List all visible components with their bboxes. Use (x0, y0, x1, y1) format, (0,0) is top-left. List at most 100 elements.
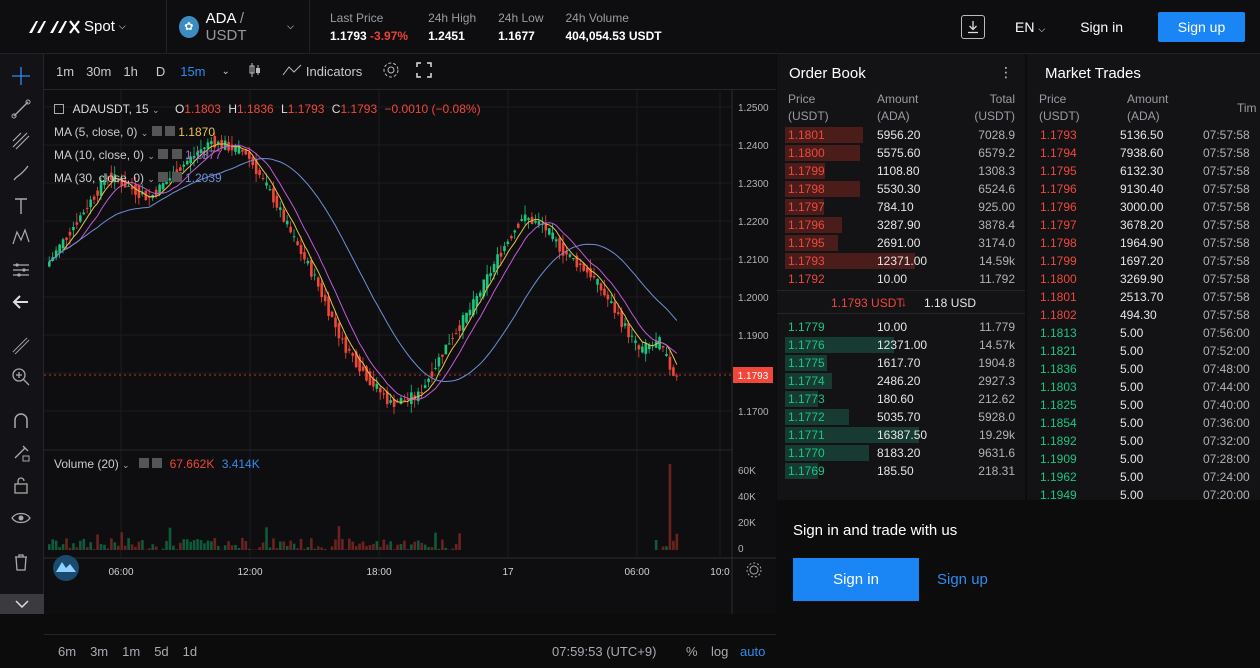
trade-amount: 5136.50 (1120, 126, 1163, 144)
settings-icon[interactable] (139, 458, 149, 468)
lock-drawings-icon[interactable] (10, 442, 32, 464)
trade-price: 1.1798 (1040, 234, 1077, 252)
collapse-icon[interactable] (54, 104, 64, 114)
volume-bar (248, 549, 251, 550)
ask-amount: 3287.90 (877, 216, 920, 234)
arrow-left-icon[interactable] (10, 291, 32, 313)
tradingview-logo[interactable] (53, 555, 79, 581)
settings-icon[interactable] (158, 172, 168, 182)
interval-d[interactable]: D (156, 64, 165, 79)
crosshair-icon[interactable] (10, 65, 32, 87)
sign-up-button[interactable]: Sign up (1158, 12, 1245, 42)
close-icon[interactable] (172, 149, 182, 159)
unlock-icon[interactable] (10, 474, 32, 496)
magnet-icon[interactable] (10, 410, 32, 432)
volume-bar (445, 548, 448, 550)
ask-total: 6524.6 (978, 180, 1015, 198)
close-icon[interactable] (152, 458, 162, 468)
collapse-toolbar-button[interactable] (0, 594, 44, 614)
ruler-icon[interactable] (10, 335, 32, 357)
language-selector[interactable]: EN ⌵ (1015, 19, 1045, 35)
time-axis-settings-icon[interactable] (747, 563, 761, 577)
pair-selector[interactable]: ✿ ADA / USDT ⌵ (167, 10, 309, 44)
more-vertical-icon[interactable]: ⋮ (999, 64, 1013, 81)
pattern-tool-icon[interactable] (10, 226, 32, 248)
eye-icon[interactable] (10, 507, 32, 529)
chart-symbol[interactable]: ADAUSDT, 15 (73, 102, 149, 116)
volume-label[interactable]: Volume (20) (54, 457, 119, 471)
close-icon[interactable] (165, 126, 175, 136)
settings-gear-icon[interactable] (382, 61, 400, 82)
sign-up-link[interactable]: Sign up (937, 571, 988, 588)
range-1d[interactable]: 1d (183, 644, 197, 659)
candle (424, 385, 427, 388)
trade-amount: 7938.60 (1120, 144, 1163, 162)
interval-1h[interactable]: 1h (123, 64, 137, 79)
aax-logo[interactable] (0, 0, 84, 54)
chart-clock[interactable]: 07:59:53 (UTC+9) (552, 644, 656, 659)
percent-toggle[interactable]: % (686, 644, 698, 659)
indicators-button[interactable]: Indicators (306, 64, 362, 79)
text-tool-icon[interactable] (10, 195, 32, 217)
close-icon[interactable] (172, 172, 182, 182)
top-header: Spot ⌵ ✿ ADA / USDT ⌵ Last Price 1.1793 … (0, 0, 1260, 54)
ask-amount: 5956.20 (877, 126, 920, 144)
indicators-icon[interactable] (282, 64, 302, 79)
download-icon[interactable] (961, 15, 985, 39)
volume-bar (231, 545, 234, 550)
fullscreen-icon[interactable] (416, 62, 432, 81)
spot-menu[interactable]: Spot ⌵ (84, 18, 166, 35)
settings-icon[interactable] (152, 126, 162, 136)
ask-price: 1.1792 (788, 270, 825, 288)
candle (327, 297, 330, 316)
range-1m[interactable]: 1m (122, 644, 140, 659)
interval-15m[interactable]: 15m (180, 64, 205, 79)
candle (672, 367, 675, 376)
range-3m[interactable]: 3m (90, 644, 108, 659)
volume-bar (176, 549, 179, 550)
settings-icon[interactable] (158, 149, 168, 159)
sign-in-link[interactable]: Sign in (1080, 19, 1123, 35)
ma-label[interactable]: MA (10, close, 0) (54, 148, 144, 162)
ma-label[interactable]: MA (5, close, 0) (54, 125, 137, 139)
trend-line-icon[interactable] (10, 98, 32, 120)
ma-label[interactable]: MA (30, close, 0) (54, 171, 144, 185)
candle-type-icon[interactable] (248, 62, 262, 81)
trade-price: 1.1892 (1040, 432, 1077, 450)
range-6m[interactable]: 6m (58, 644, 76, 659)
zoom-in-icon[interactable] (10, 366, 32, 388)
trade-time: 07:57:58 (1203, 288, 1250, 306)
interval-1m[interactable]: 1m (56, 64, 74, 79)
interval-30m[interactable]: 30m (86, 64, 111, 79)
sign-in-button[interactable]: Sign in (793, 558, 919, 601)
time-tick: 06:00 (624, 567, 649, 578)
brush-icon[interactable] (10, 162, 32, 184)
chevron-down-icon[interactable]: ⌄ (222, 66, 230, 77)
log-toggle[interactable]: log (711, 644, 728, 659)
auto-toggle[interactable]: auto (740, 644, 765, 659)
range-5d[interactable]: 5d (154, 644, 168, 659)
trash-icon[interactable] (10, 551, 32, 573)
prediction-tool-icon[interactable] (10, 259, 32, 281)
fib-tool-icon[interactable] (10, 130, 32, 152)
